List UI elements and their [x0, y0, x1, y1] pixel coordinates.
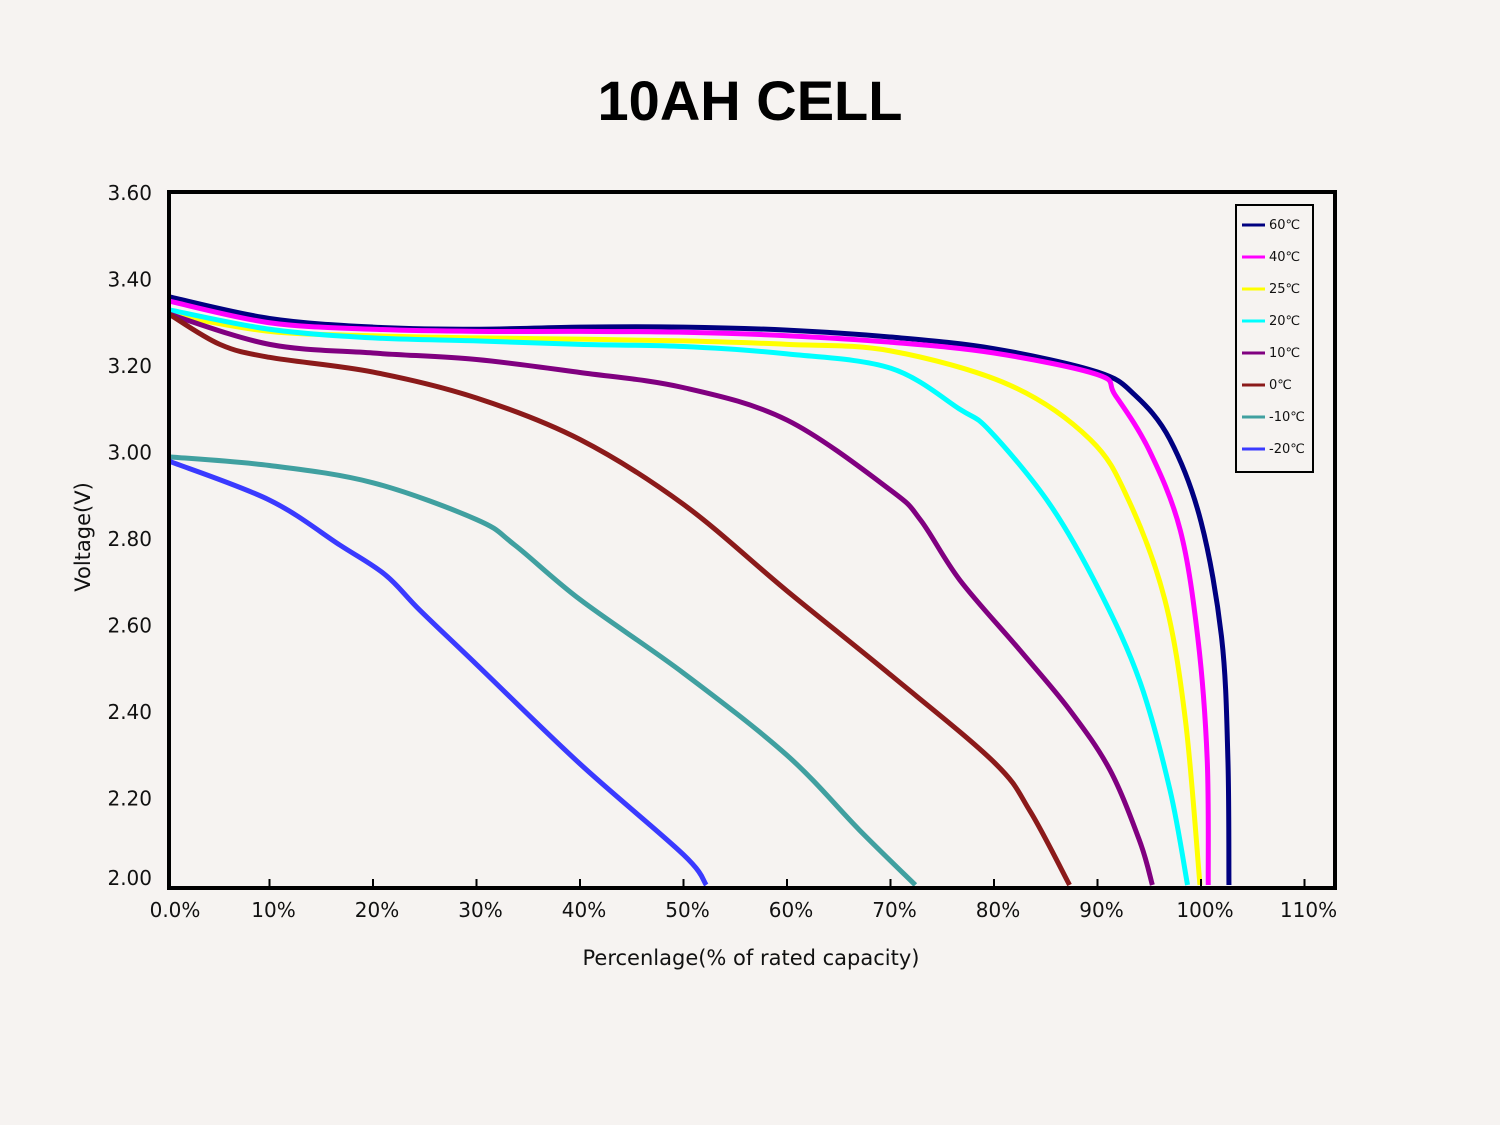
y-tick-label: 2.80	[107, 527, 152, 551]
y-tick-label: 2.20	[107, 787, 152, 811]
x-tick-label: 50%	[665, 898, 709, 922]
x-tick-label: 110%	[1280, 898, 1337, 922]
x-tick-label: 60%	[769, 898, 813, 922]
legend-label-0: 60℃	[1269, 218, 1300, 233]
legend-box	[1235, 204, 1314, 473]
legend-label-4: 10℃	[1269, 346, 1300, 361]
x-tick-label: 70%	[872, 898, 916, 922]
x-tick-label: 0.0%	[150, 898, 201, 922]
x-tick-label: 40%	[562, 898, 606, 922]
x-tick-label: 30%	[458, 898, 502, 922]
y-tick-label: 3.20	[107, 354, 152, 378]
legend-label-6: -10℃	[1269, 410, 1305, 425]
series-line-5	[169, 311, 1072, 887]
y-tick-label: 2.00	[107, 866, 152, 890]
x-tick-label: 20%	[355, 898, 399, 922]
x-tick-label: 80%	[976, 898, 1020, 922]
legend-label-1: 40℃	[1269, 250, 1300, 265]
x-tick-label: 90%	[1079, 898, 1123, 922]
x-axis-label: Percenlage(% of rated capacity)	[583, 946, 920, 970]
legend-label-3: 20℃	[1269, 314, 1300, 329]
chart-title: 10AH CELL	[597, 69, 903, 132]
series-line-4	[169, 311, 1155, 886]
x-tick-label: 100%	[1176, 898, 1233, 922]
y-tick-label: 2.60	[107, 614, 152, 638]
series-line-2	[169, 311, 1203, 886]
y-tick-label: 2.40	[107, 700, 152, 724]
series-line-0	[169, 294, 1232, 886]
series-line-3	[169, 307, 1191, 886]
y-tick-label: 3.60	[107, 181, 152, 205]
plot-frame	[167, 190, 1337, 890]
y-axis-label: Voltage(V)	[71, 482, 95, 592]
x-tick-label: 10%	[251, 898, 295, 922]
legend-label-5: 0℃	[1269, 378, 1292, 393]
series-line-1	[169, 298, 1211, 886]
legend-label-7: -20℃	[1269, 442, 1305, 457]
legend-label-2: 25℃	[1269, 282, 1300, 297]
series-line-7	[169, 458, 709, 887]
y-tick-label: 3.40	[107, 268, 152, 292]
y-tick-label: 3.00	[107, 441, 152, 465]
series-line-6	[169, 454, 918, 887]
